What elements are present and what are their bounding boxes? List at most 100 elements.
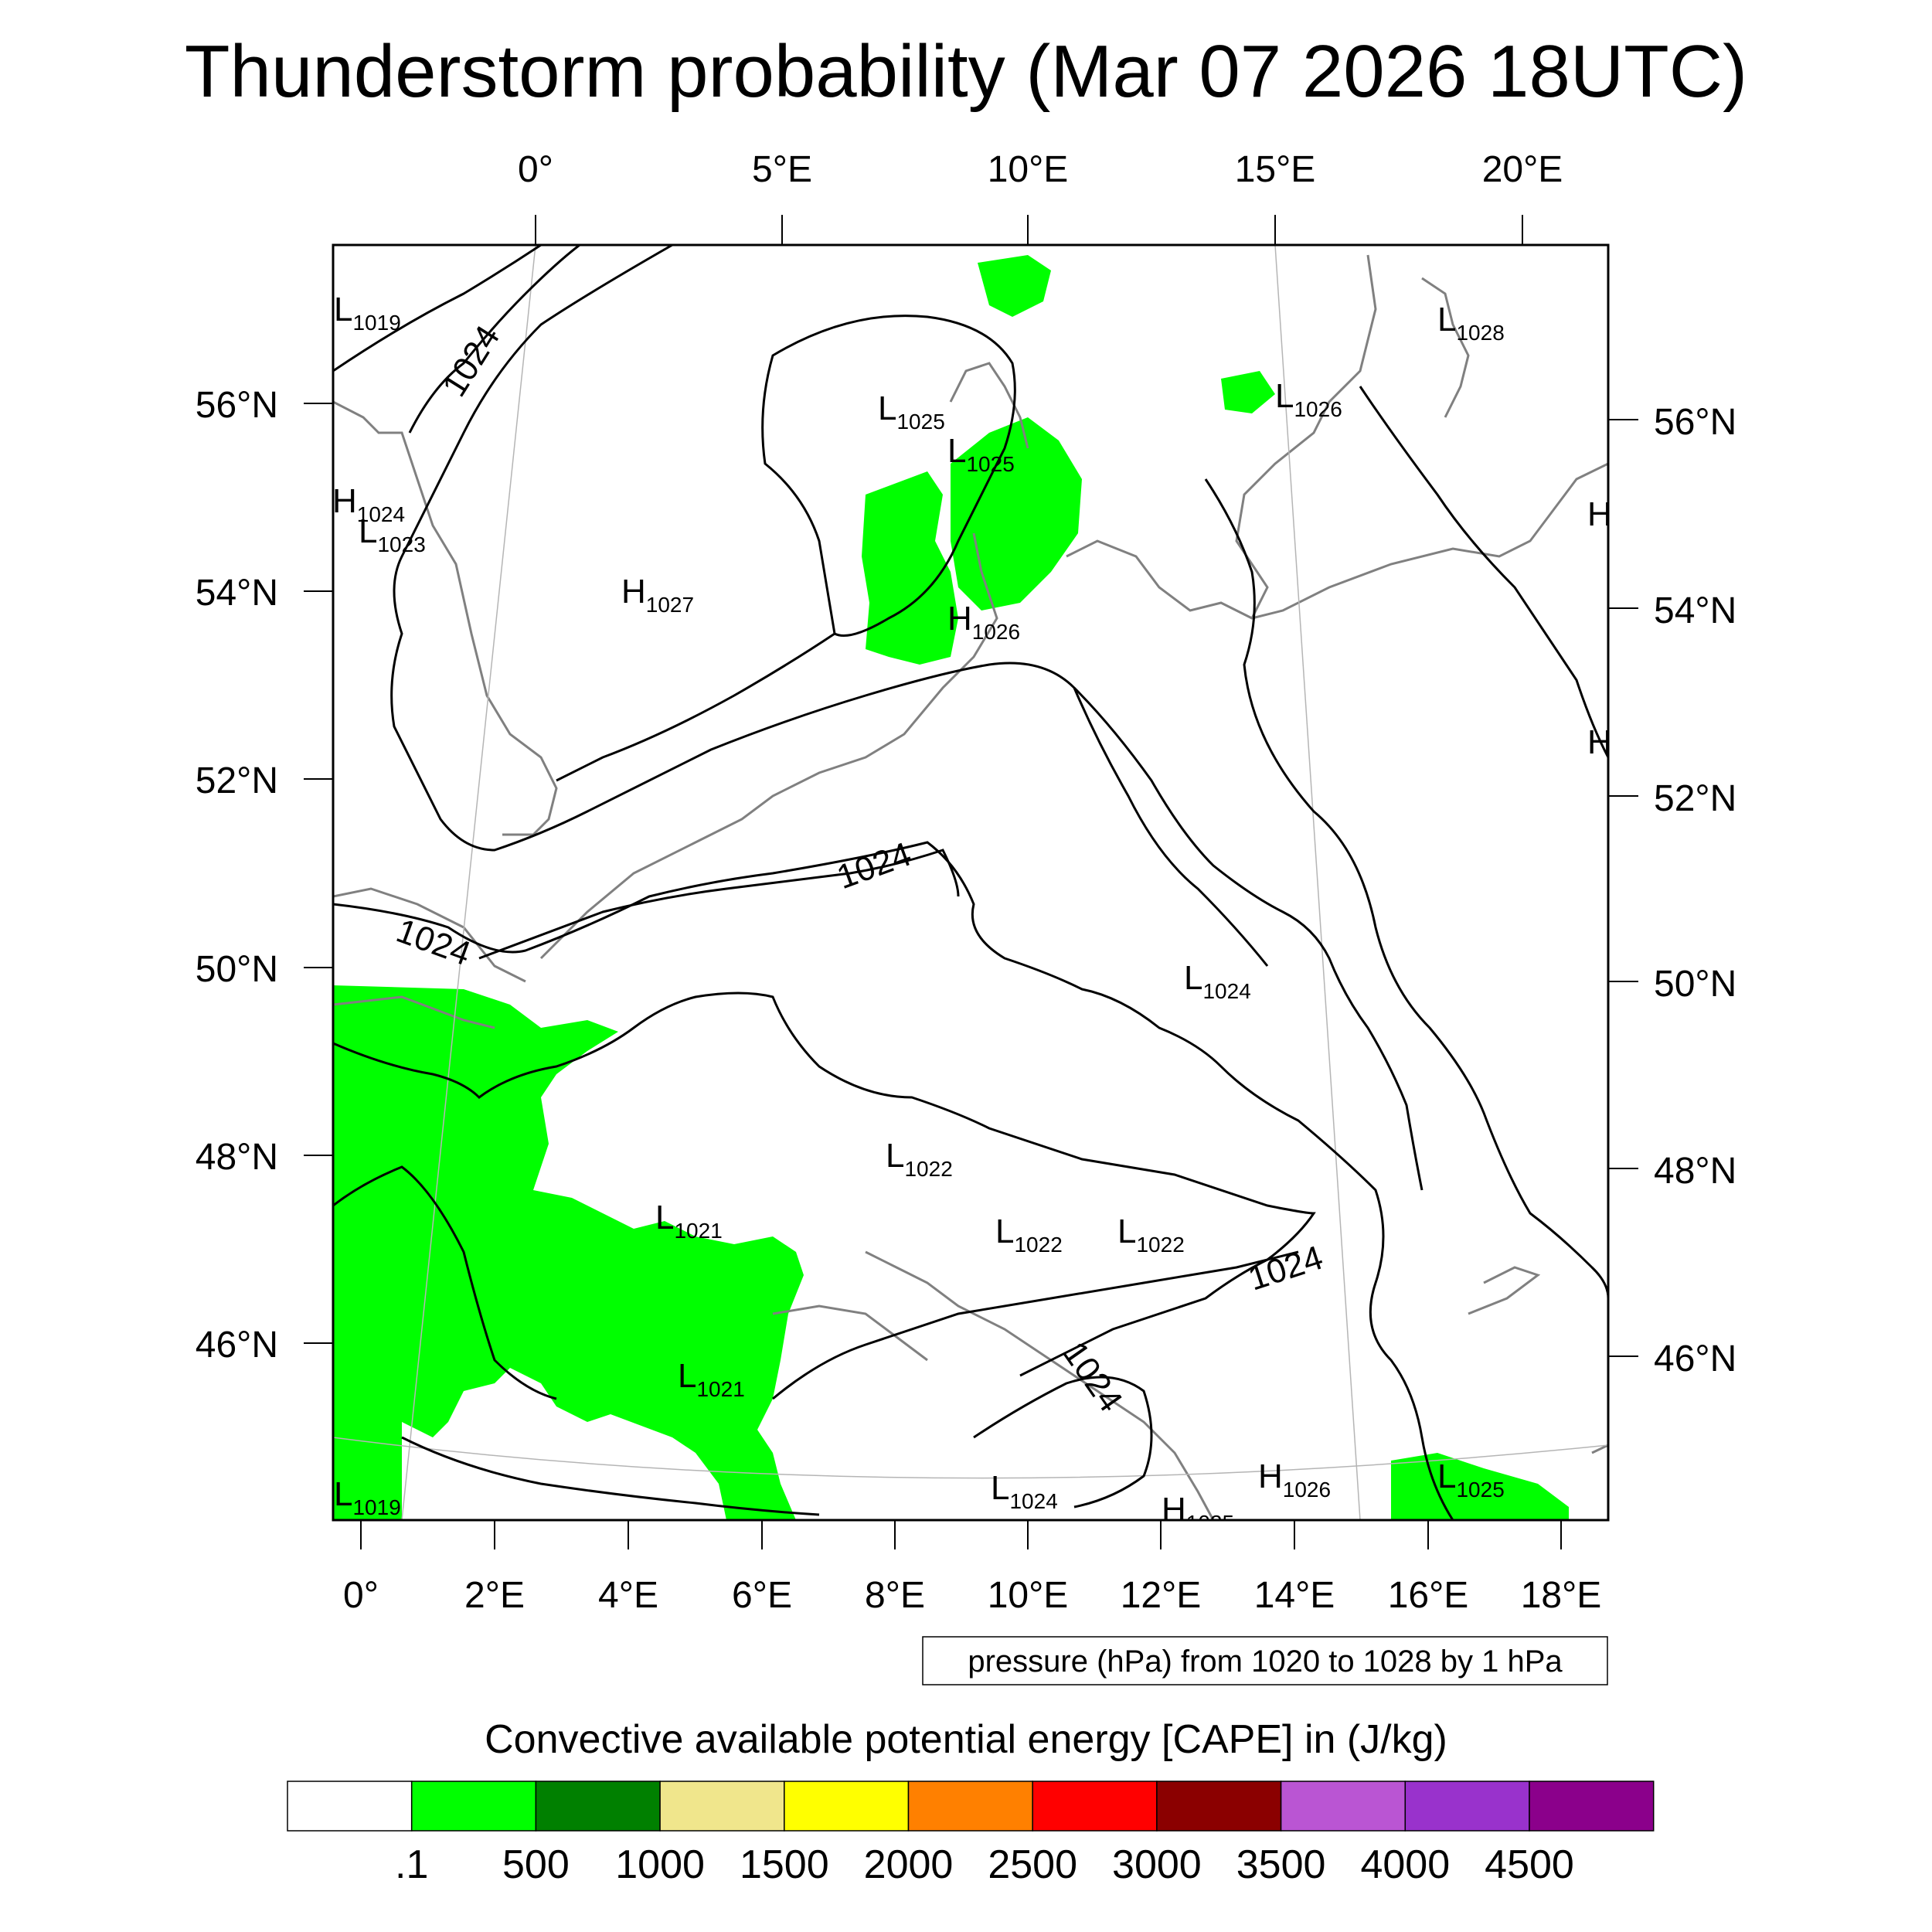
colorbar-tick-label: 4000 — [1360, 1842, 1450, 1887]
isobar-central-south — [333, 992, 1316, 1377]
left-tick-label: 50°N — [196, 949, 278, 990]
pressure-center-label: H1026 — [1258, 1458, 1331, 1502]
left-tick-marks — [304, 403, 333, 1344]
pressure-center-label: H — [1587, 723, 1612, 761]
contour-info-text: pressure (hPa) from 1020 to 1028 by 1 hP… — [968, 1645, 1563, 1679]
pressure-center-label: H1027 — [621, 573, 694, 617]
bottom-tick-label: 14°E — [1254, 1575, 1335, 1616]
colorbar-swatch — [784, 1781, 910, 1832]
pressure-center-label: L1025 — [878, 389, 945, 434]
left-tick-label: 56°N — [196, 385, 278, 426]
bottom-tick-label: 0° — [343, 1575, 379, 1616]
isobar-1024-north — [408, 245, 580, 434]
colorbar-tick-label: 500 — [502, 1842, 570, 1887]
right-tick-label: 50°N — [1654, 964, 1736, 1005]
isobar-mid — [333, 841, 1454, 1520]
cape-area-southeast — [1391, 1453, 1569, 1520]
right-tick-label: 54°N — [1654, 590, 1736, 631]
bottom-tick-label: 8°E — [865, 1575, 925, 1616]
colorbar-swatch — [659, 1781, 785, 1832]
pressure-center-label: H1024 — [332, 482, 405, 526]
right-tick-label: 56°N — [1654, 402, 1736, 443]
top-tick-labels: 0° 5°E 10°E 15°E 20°E — [518, 149, 1563, 190]
pressure-center-label: L1024 — [991, 1469, 1058, 1513]
colorbar-tick-label: 3000 — [1112, 1842, 1202, 1887]
pressure-center-label: L1022 — [886, 1137, 953, 1181]
bottom-tick-marks — [360, 1520, 1562, 1549]
isobars — [333, 245, 1608, 1520]
right-tick-marks — [1608, 419, 1638, 1357]
colorbar-swatch — [1280, 1781, 1406, 1832]
left-tick-label: 48°N — [196, 1137, 278, 1178]
coastlines — [333, 254, 1608, 1520]
bottom-tick-label: 10°E — [988, 1575, 1069, 1616]
map-frame — [332, 243, 1610, 1522]
left-tick-label: 54°N — [196, 573, 278, 614]
colorbar-tick-label: 1000 — [615, 1842, 705, 1887]
top-tick-marks — [535, 215, 1523, 245]
isobar-east-1 — [1073, 686, 1423, 1191]
colorbar-labels: .1 500 1000 1500 2000 2500 3000 3500 4000 4500 — [395, 1842, 1574, 1887]
colorbar-swatch — [287, 1781, 413, 1832]
top-tick-label: 20°E — [1482, 149, 1563, 190]
pressure-center-label: L1021 — [678, 1357, 745, 1401]
cape-shading — [333, 255, 1569, 1520]
colorbar-swatch — [535, 1781, 661, 1832]
pressure-center-label: H1026 — [947, 600, 1020, 644]
bottom-tick-label: 16°E — [1388, 1575, 1469, 1616]
bottom-tick-label: 12°E — [1121, 1575, 1202, 1616]
pressure-center-label: L1024 — [1184, 959, 1251, 1003]
top-tick-label: 15°E — [1235, 149, 1316, 190]
colorbar-tick-label: 2500 — [988, 1842, 1077, 1887]
colorbar-swatch — [410, 1781, 537, 1832]
isobar-east-2 — [1204, 478, 1608, 1299]
isobar-adriatic — [973, 1376, 1153, 1509]
colorbar-swatch — [1529, 1781, 1655, 1832]
colorbar-swatch — [1156, 1781, 1282, 1832]
isobar-west — [390, 245, 1269, 967]
isobar-sw — [333, 1165, 557, 1400]
pressure-center-label: L1023 — [359, 512, 426, 556]
colorbar-tick-label: .1 — [395, 1842, 428, 1887]
pressure-center-label: H — [1587, 495, 1612, 533]
pressure-center-label: L1026 — [1275, 377, 1342, 421]
pressure-centers: L1019 H1024 L1023 H1027 L1025 L1025 H102… — [332, 291, 1612, 1535]
left-tick-label: 52°N — [196, 760, 278, 801]
right-tick-label: 46°N — [1654, 1338, 1736, 1379]
top-tick-label: 10°E — [988, 149, 1069, 190]
colorbar — [287, 1781, 1655, 1832]
cape-area-denmark — [951, 417, 1082, 611]
cape-area-baltic — [1221, 371, 1275, 413]
cape-area-benelux — [862, 471, 958, 665]
colorbar-tick-label: 2000 — [864, 1842, 954, 1887]
left-tick-labels: 56°N 54°N 52°N 50°N 48°N 46°N — [196, 385, 278, 1366]
pressure-center-label: L1022 — [1117, 1213, 1185, 1257]
bottom-tick-label: 4°E — [598, 1575, 658, 1616]
pressure-center-label: L1025 — [947, 432, 1015, 476]
contour-info-box — [922, 1636, 1608, 1685]
right-tick-label: 48°N — [1654, 1151, 1736, 1192]
right-tick-label: 52°N — [1654, 778, 1736, 819]
chart-title: Thunderstorm probability (Mar 07 2026 18… — [185, 30, 1747, 113]
colorbar-swatch — [1032, 1781, 1158, 1832]
left-tick-label: 46°N — [196, 1325, 278, 1366]
pressure-center-label: L1019 — [334, 291, 401, 335]
isobar-inner-north — [556, 632, 835, 782]
isobar-alps — [772, 1250, 1299, 1400]
colorbar-title: Convective available potential energy [C… — [485, 1717, 1447, 1762]
bottom-tick-label: 6°E — [732, 1575, 792, 1616]
cape-area-france — [333, 985, 804, 1520]
isobar-1027-ring — [761, 315, 1016, 637]
pressure-center-label: L1021 — [655, 1199, 723, 1243]
top-tick-label: 5°E — [752, 149, 812, 190]
bottom-tick-labels: 0° 2°E 4°E 6°E 8°E 10°E 12°E 14°E 16°E 1… — [343, 1575, 1601, 1616]
graticule — [333, 245, 1608, 1520]
isobar-nw — [333, 245, 542, 372]
colorbar-swatch — [907, 1781, 1033, 1832]
pressure-center-label: L1022 — [995, 1213, 1063, 1257]
pressure-center-label: H1025 — [1162, 1491, 1234, 1535]
isobar-south-tail — [401, 1436, 820, 1516]
top-tick-label: 0° — [518, 149, 553, 190]
